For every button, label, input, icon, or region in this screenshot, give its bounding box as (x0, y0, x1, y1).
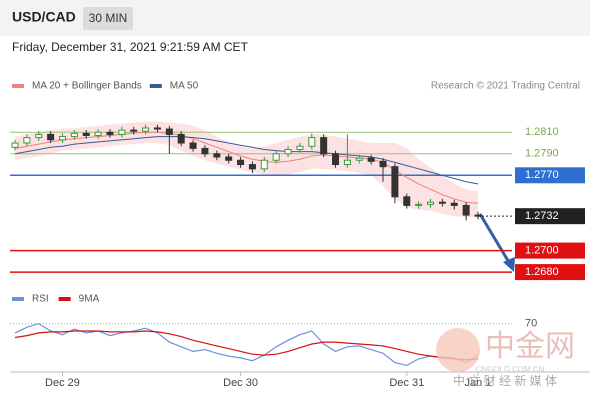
candle-body (462, 204, 470, 216)
candle-body (260, 159, 268, 170)
ma-line (14, 136, 479, 185)
candle-body (35, 133, 43, 139)
candle-body (106, 131, 114, 135)
x-tick-label: Dec 30 (223, 377, 258, 389)
candle-body (415, 203, 423, 206)
candle-body (153, 127, 161, 130)
timeframe-badge (83, 7, 133, 30)
candle-body (23, 137, 31, 144)
candle-body (213, 153, 221, 158)
ma-line (14, 131, 479, 204)
candle-body (296, 145, 304, 150)
candle-body (58, 136, 66, 141)
watermark-site: CNGOLD.COM.CN (476, 365, 545, 374)
candle-body (130, 129, 138, 132)
candle-body (70, 132, 78, 138)
candle-body (248, 164, 256, 170)
candle-body (391, 166, 399, 198)
x-tick-label: Dec 29 (45, 377, 80, 389)
level-label-box (515, 167, 585, 184)
timeframe: 30 MIN (89, 11, 128, 25)
legend-swatch (149, 84, 162, 88)
level-label-box (515, 264, 585, 281)
candle-body (320, 137, 328, 155)
legend-label: 9MA (79, 294, 100, 305)
candle-body (474, 214, 482, 217)
candle-body (427, 201, 435, 205)
watermark-logo (436, 328, 480, 372)
forecast-arrow (478, 213, 512, 265)
candle-body (142, 127, 150, 132)
level-label: 1.2810 (525, 126, 559, 138)
candle-body (47, 133, 55, 141)
x-tick-label: Dec 31 (389, 377, 424, 389)
level-label: 1.2732 (525, 210, 559, 222)
legend-swatch (12, 84, 24, 88)
symbol: USD/CAD (12, 9, 76, 25)
candle-body (272, 153, 280, 161)
level-label-box (515, 208, 585, 225)
candle-body (11, 142, 19, 148)
candle-body (403, 196, 411, 206)
legend-swatch (58, 297, 71, 301)
watermark-slogan: 中 文 财 经 新 媒 体 (453, 373, 557, 388)
candle-body (355, 157, 363, 161)
candle-body (225, 156, 233, 161)
date: Friday, December 31, 2021 9:21:59 AM CET (12, 40, 249, 54)
candle-body (189, 142, 197, 149)
rsi-tick-label: 70 (525, 317, 537, 329)
level-label: 1.2680 (525, 266, 559, 278)
candle-body (450, 202, 458, 206)
rsi-line (14, 322, 479, 367)
candle-body (201, 147, 209, 155)
legend-swatch (12, 297, 24, 301)
candle-body (82, 132, 90, 136)
level-label: 1.2770 (525, 169, 559, 181)
candle-body (94, 131, 102, 136)
candle-body (308, 137, 316, 147)
legend-label: MA 50 (170, 81, 199, 92)
candle-body (343, 159, 351, 166)
candle-body (367, 157, 375, 162)
bollinger-band (15, 121, 478, 218)
legend-label: MA 20 + Bollinger Bands (32, 81, 142, 92)
legend-label: RSI (32, 294, 49, 305)
candle-body (165, 128, 173, 135)
level-label-box (515, 242, 585, 259)
rsi-line (14, 330, 479, 361)
level-label: 1.2790 (525, 148, 559, 160)
credit: Research © 2021 Trading Central (431, 81, 580, 92)
candle-body (284, 148, 292, 155)
candle-body (177, 133, 185, 144)
candle-body (438, 201, 446, 204)
candle-body (379, 160, 387, 168)
candle-body (237, 159, 245, 166)
x-tick-label: Jan 1 (465, 377, 492, 389)
forecast-arrowhead (503, 257, 515, 272)
level-label: 1.2700 (525, 244, 559, 256)
candle-body (118, 129, 126, 135)
candle-body (332, 153, 340, 166)
watermark-text: 中金网 (485, 330, 575, 363)
